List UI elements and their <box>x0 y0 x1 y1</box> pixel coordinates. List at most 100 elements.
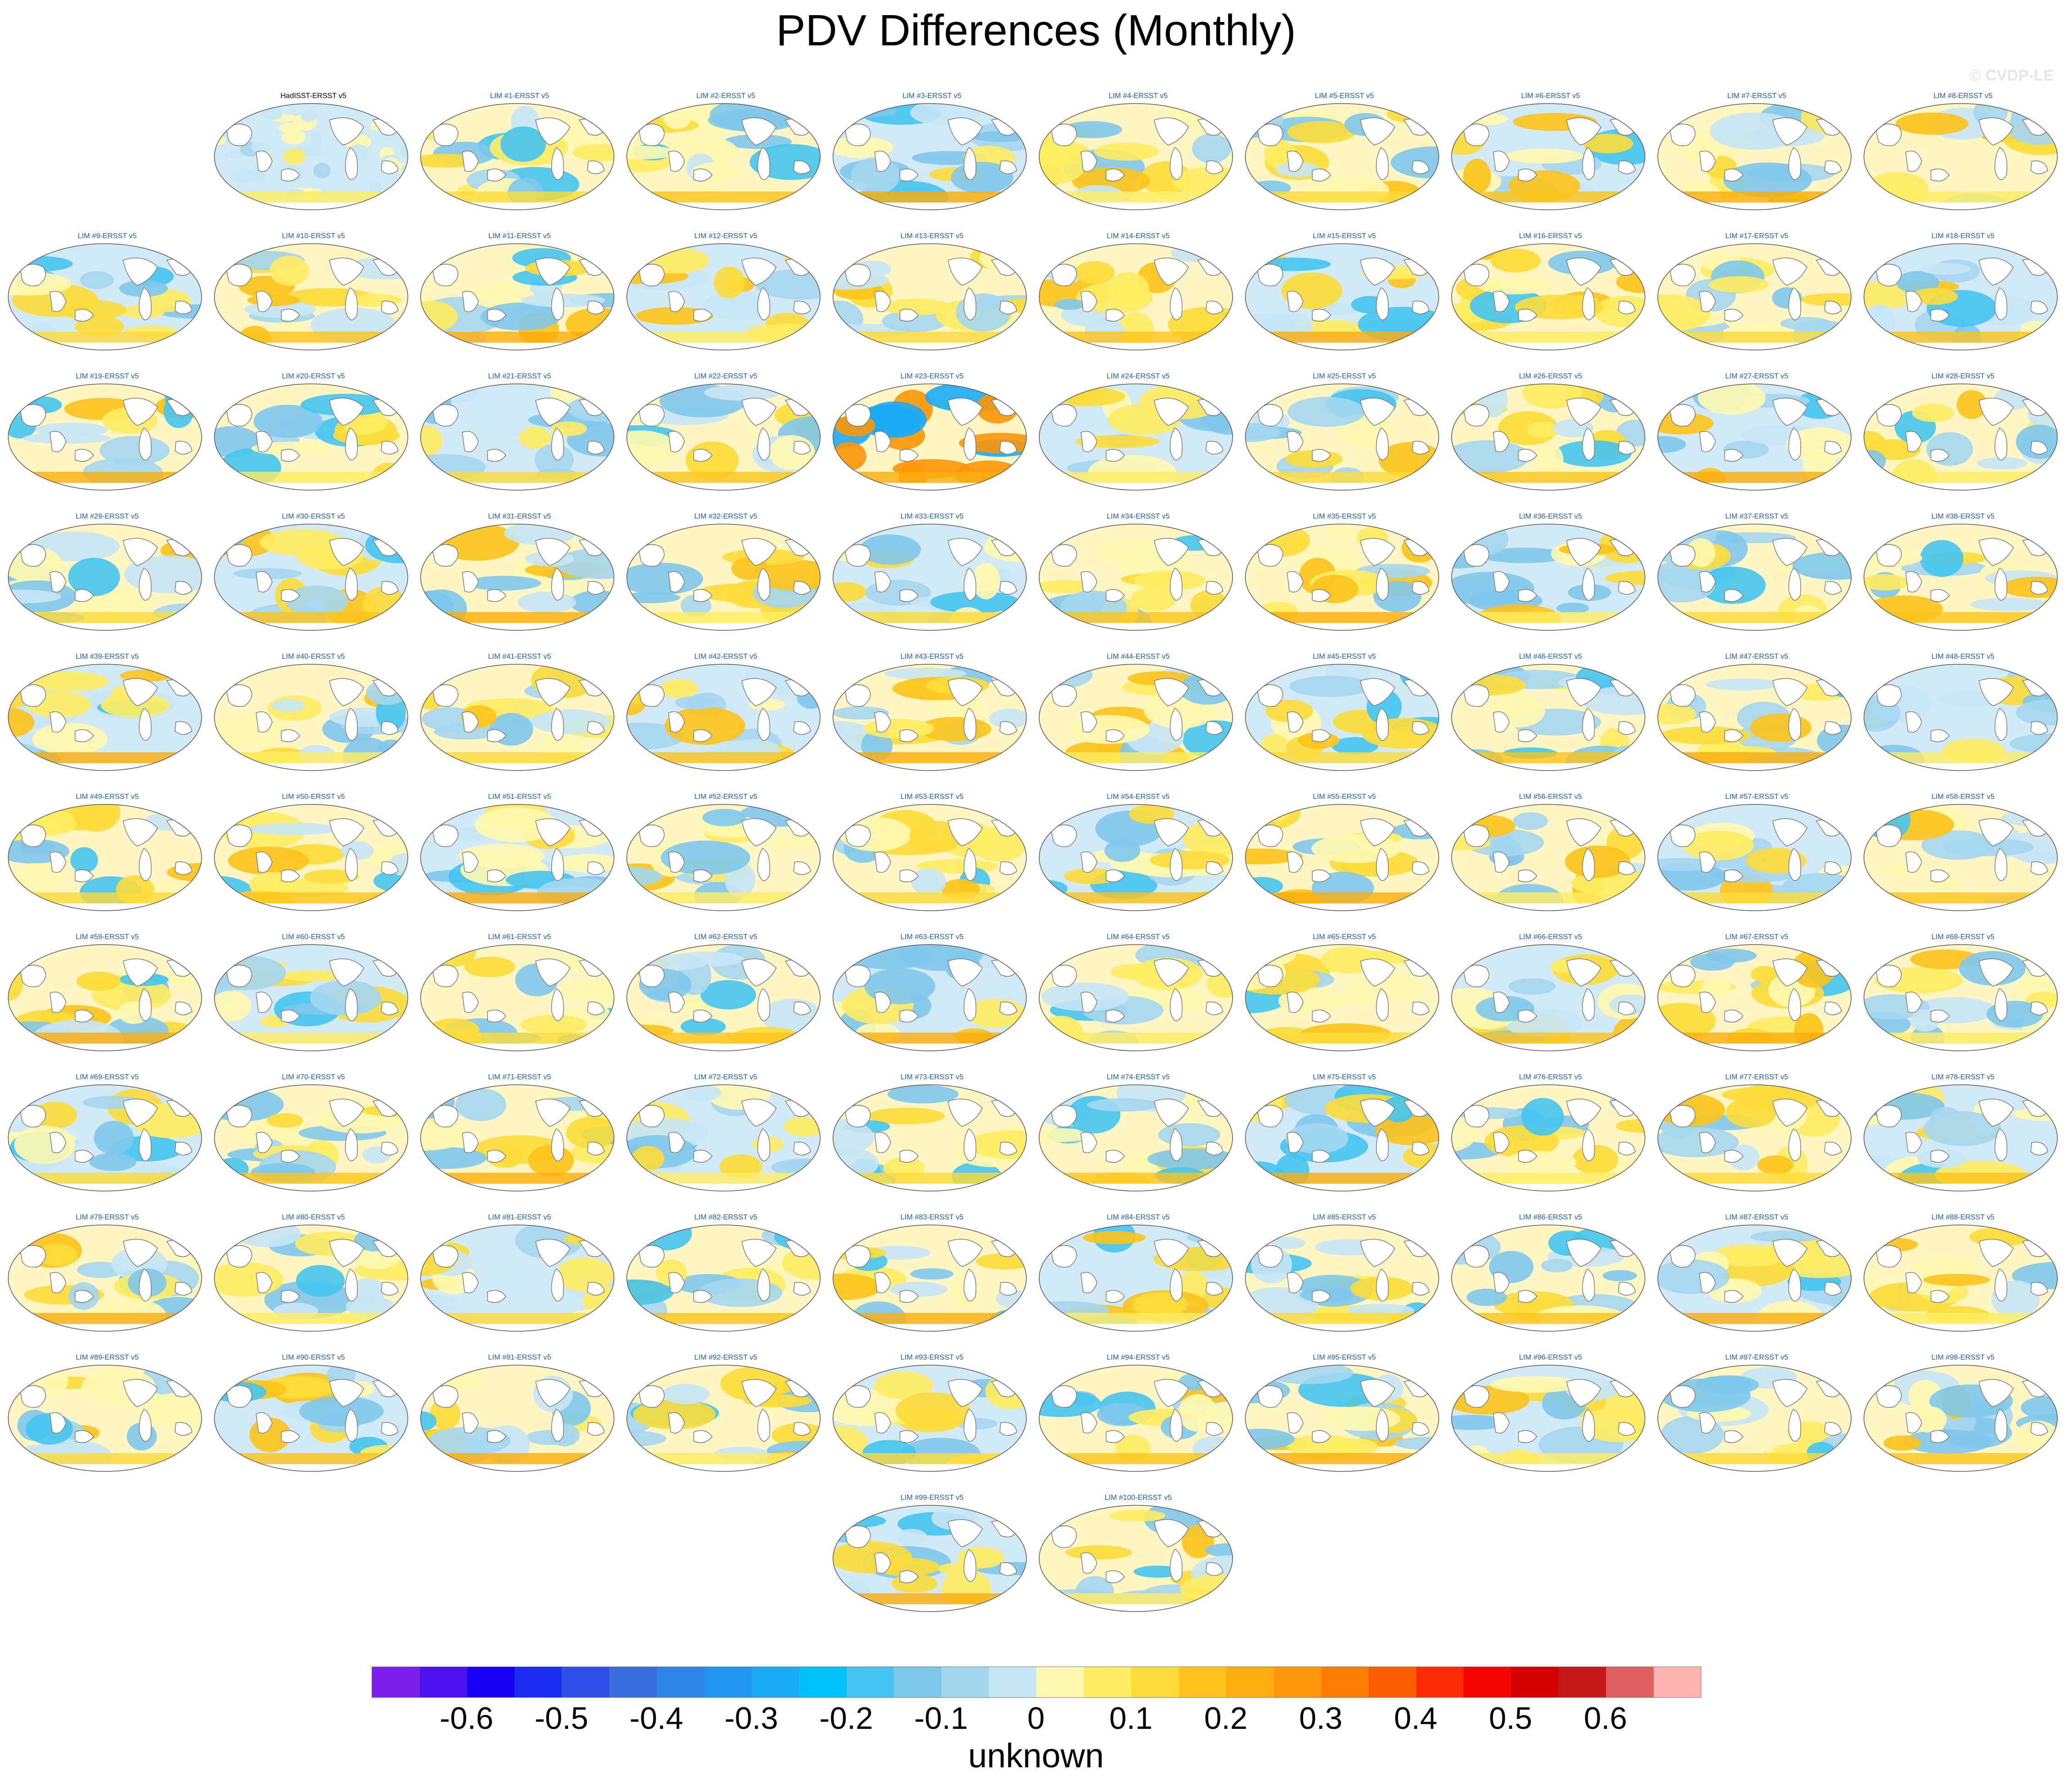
map-plot <box>626 524 821 631</box>
map-plot <box>1864 524 2058 631</box>
globe-outline <box>1039 1365 1233 1472</box>
panel-label: LIM #8-ERSST v5 <box>1933 92 1993 100</box>
panel-label: LIM #43-ERSST v5 <box>900 653 964 661</box>
sst-field <box>1658 384 1851 490</box>
panel-label: LIM #32-ERSST v5 <box>694 513 757 520</box>
panel-label: LIM #86-ERSST v5 <box>1519 1214 1582 1221</box>
panel-label: LIM #26-ERSST v5 <box>1519 372 1582 380</box>
panel-label: LIM #76-ERSST v5 <box>1519 1073 1582 1081</box>
map-panel: LIM #17-ERSST v5 <box>1656 232 1858 355</box>
globe-outline <box>1451 524 1645 631</box>
sst-field <box>8 1085 202 1191</box>
globe-outline <box>1451 804 1645 911</box>
map-panel: LIM #23-ERSST v5 <box>831 372 1033 496</box>
map-plot <box>1039 103 1233 210</box>
globe-outline <box>1245 804 1439 911</box>
panel-label: LIM #80-ERSST v5 <box>282 1214 345 1221</box>
globe-outline <box>626 524 821 631</box>
map-plot <box>1864 1365 2058 1472</box>
map-panel: LIM #49-ERSST v5 <box>6 793 208 916</box>
globe-outline <box>1657 243 1852 350</box>
panel-label: LIM #93-ERSST v5 <box>900 1354 964 1361</box>
map-plot <box>626 383 821 491</box>
colorbar-swatch <box>1558 1667 1606 1697</box>
map-plot <box>1657 664 1852 771</box>
sst-field <box>421 945 614 1051</box>
map-plot <box>420 1365 614 1472</box>
globe-outline <box>833 944 1027 1051</box>
globe-outline <box>214 944 408 1051</box>
panel-label: LIM #88-ERSST v5 <box>1931 1214 1995 1221</box>
panel-label: LIM #25-ERSST v5 <box>1313 372 1376 380</box>
map-panel: LIM #72-ERSST v5 <box>625 1073 827 1197</box>
map-plot <box>214 243 408 350</box>
map-panel: LIM #62-ERSST v5 <box>625 933 827 1056</box>
map-panel: LIM #55-ERSST v5 <box>1244 793 1445 916</box>
map-plot <box>8 243 202 350</box>
colorbar-tick-label: -0.2 <box>819 1701 873 1736</box>
sst-field <box>1245 1225 1439 1331</box>
panel-label: LIM #78-ERSST v5 <box>1931 1073 1995 1081</box>
map-plot <box>833 1224 1027 1332</box>
map-panel: LIM #15-ERSST v5 <box>1244 232 1445 355</box>
globe-outline <box>1864 1365 2058 1472</box>
globe-outline <box>214 1084 408 1192</box>
panel-label: LIM #50-ERSST v5 <box>282 793 345 801</box>
colorbar-swatch <box>1416 1667 1464 1697</box>
sst-field <box>8 384 202 490</box>
panel-label: LIM #66-ERSST v5 <box>1519 933 1582 941</box>
globe-outline <box>420 664 614 771</box>
map-plot <box>833 1505 1027 1612</box>
map-plot <box>8 1224 202 1332</box>
panel-label: LIM #28-ERSST v5 <box>1931 372 1995 380</box>
colorbar-swatch <box>704 1667 752 1697</box>
globe-outline <box>626 243 821 350</box>
map-panel: LIM #87-ERSST v5 <box>1656 1213 1858 1337</box>
globe-outline <box>1864 804 2058 911</box>
map-panel: LIM #89-ERSST v5 <box>6 1353 208 1477</box>
map-plot <box>8 804 202 911</box>
map-plot <box>1245 1365 1439 1472</box>
colorbar <box>372 1667 1701 1698</box>
map-plot <box>1657 944 1852 1051</box>
sst-field <box>214 384 408 490</box>
sst-field <box>1039 104 1233 210</box>
map-panel: LIM #42-ERSST v5 <box>625 652 827 776</box>
map-plot <box>1864 944 2058 1051</box>
map-plot <box>1245 664 1439 771</box>
panel-label: LIM #36-ERSST v5 <box>1519 513 1582 520</box>
sst-field <box>1245 664 1439 771</box>
globe-outline <box>1657 103 1852 210</box>
globe-outline <box>833 1365 1027 1472</box>
globe-outline <box>8 524 202 631</box>
colorbar-swatch <box>799 1667 847 1697</box>
sst-field <box>8 945 202 1051</box>
panel-label: LIM #55-ERSST v5 <box>1313 793 1376 801</box>
map-panel: LIM #34-ERSST v5 <box>1037 512 1239 636</box>
colorbar-swatch <box>562 1667 609 1697</box>
sst-field <box>1039 1085 1233 1191</box>
panel-label: LIM #14-ERSST v5 <box>1107 232 1170 240</box>
globe-outline <box>1039 1224 1233 1332</box>
map-panel: LIM #5-ERSST v5 <box>1244 92 1445 215</box>
map-panel: HadISST-ERSST v5 <box>213 92 414 215</box>
globe-outline <box>626 383 821 491</box>
globe-outline <box>1245 103 1439 210</box>
map-plot <box>214 1084 408 1192</box>
globe-outline <box>1657 804 1852 911</box>
sst-field <box>421 664 614 771</box>
globe-outline <box>420 804 614 911</box>
map-plot <box>214 664 408 771</box>
globe-outline <box>1451 383 1645 491</box>
map-plot <box>1451 524 1645 631</box>
sst-field <box>833 1225 1026 1331</box>
panel-label: LIM #47-ERSST v5 <box>1725 653 1788 661</box>
globe-outline <box>1039 383 1233 491</box>
globe-outline <box>1039 1084 1233 1192</box>
map-panel: LIM #66-ERSST v5 <box>1450 933 1651 1056</box>
colorbar-tick-label: 0.1 <box>1109 1701 1153 1736</box>
colorbar-tick-label: -0.3 <box>724 1701 778 1736</box>
panel-label: LIM #74-ERSST v5 <box>1107 1073 1170 1081</box>
sst-field <box>627 104 820 210</box>
map-panel: LIM #71-ERSST v5 <box>419 1073 620 1197</box>
